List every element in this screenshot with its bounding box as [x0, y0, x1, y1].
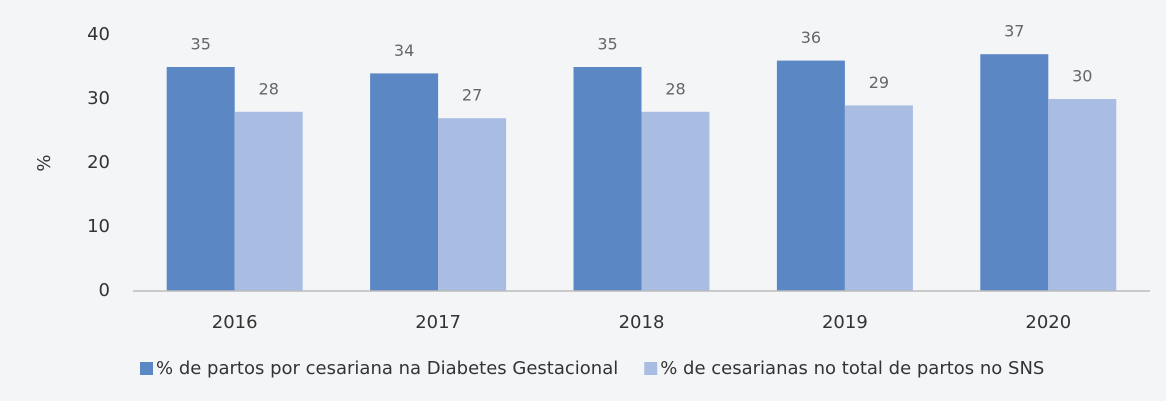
y-tick-label: 40: [87, 24, 110, 45]
legend-swatch: [644, 362, 658, 375]
y-tick-label: 0: [99, 280, 110, 301]
x-tick-label: 2019: [822, 312, 868, 333]
x-tick-label: 2018: [619, 312, 665, 333]
legend-label: % de cesarianas no total de partos no SN…: [660, 358, 1044, 379]
bar: [166, 67, 235, 291]
legend-swatch: [140, 362, 153, 375]
value-label: 35: [191, 35, 211, 54]
value-label: 28: [259, 79, 279, 98]
bar: [776, 60, 845, 291]
bar: [844, 105, 913, 292]
value-label: 37: [1004, 22, 1024, 41]
x-tick-label: 2016: [212, 312, 258, 333]
value-label: 29: [869, 73, 889, 92]
bar: [1048, 99, 1117, 291]
value-label: 35: [597, 35, 617, 54]
bar: [234, 111, 303, 291]
legend-label: % de partos por cesariana na Diabetes Ge…: [156, 358, 618, 379]
bar: [573, 67, 642, 291]
value-label: 36: [801, 28, 821, 47]
bar: [980, 54, 1049, 292]
x-tick-label: 2020: [1025, 312, 1071, 333]
y-axis-label: %: [34, 154, 55, 171]
y-tick-label: 30: [87, 88, 110, 109]
value-label: 30: [1072, 67, 1092, 86]
y-tick-label: 10: [87, 216, 110, 237]
bar: [438, 118, 507, 291]
bar: [370, 73, 439, 292]
y-tick-label: 20: [87, 152, 110, 173]
value-label: 28: [665, 79, 685, 98]
x-tick-label: 2017: [415, 312, 461, 333]
value-label: 27: [462, 86, 482, 105]
bar: [641, 111, 710, 291]
value-label: 34: [394, 41, 414, 60]
